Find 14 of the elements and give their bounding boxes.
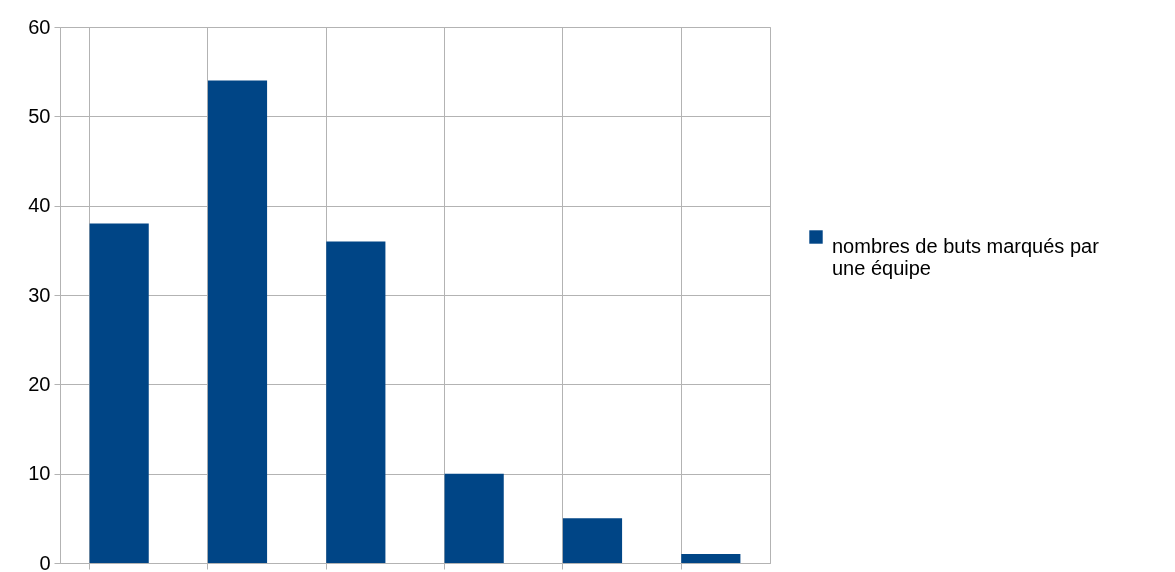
bar (562, 518, 623, 563)
legend-label: nombres de buts marqués par une équipe (832, 235, 1100, 279)
bar (89, 223, 149, 563)
bar (207, 80, 268, 563)
y-tick-label: 30 (28, 283, 51, 306)
y-tick-label: 40 (28, 194, 51, 217)
y-tick-label: 50 (28, 104, 51, 127)
y-tick-label: 0 (39, 551, 51, 572)
y-tick-label: 10 (28, 462, 51, 485)
y-tick-label: 60 (28, 15, 51, 38)
bar (326, 241, 386, 563)
bar (444, 473, 504, 563)
bar (681, 554, 741, 563)
y-tick-label: 20 (28, 372, 51, 395)
